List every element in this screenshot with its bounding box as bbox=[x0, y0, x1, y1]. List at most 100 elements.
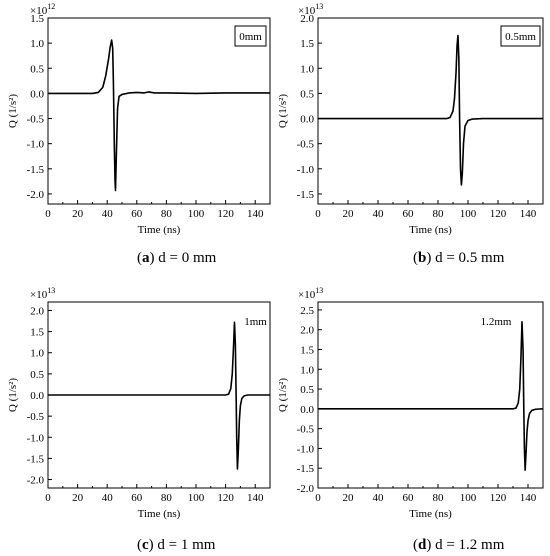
x-axis-label: Time (ns) bbox=[138, 224, 181, 236]
plot-frame bbox=[47, 17, 271, 205]
caption-close: ) bbox=[149, 537, 158, 553]
x-tick-label: 140 bbox=[520, 208, 537, 220]
x-tick-label: 120 bbox=[490, 208, 507, 220]
x-tick-label: 60 bbox=[131, 208, 143, 220]
y-tick-label: 0.5 bbox=[300, 384, 314, 396]
y-tick-label: 1.5 bbox=[30, 13, 44, 25]
x-tick-label: 60 bbox=[131, 492, 143, 504]
x-tick-label: 80 bbox=[161, 208, 173, 220]
x-tick-label: 100 bbox=[460, 208, 477, 220]
y-tick-label: 0.5 bbox=[300, 88, 314, 100]
y-tick-label: 1.0 bbox=[300, 364, 314, 376]
chart-panel-c: 0 20 40 60 80 100 120 140 -2.0 -1.5 -1.0 -0.5 0.0 0.5… bbox=[7, 286, 271, 553]
caption-open: ( bbox=[137, 250, 142, 266]
caption-open: ( bbox=[413, 537, 418, 553]
x-tick-label: 40 bbox=[102, 208, 114, 220]
multiplier-exponent: 12 bbox=[47, 2, 55, 11]
y-tick-label: -1.0 bbox=[27, 139, 45, 151]
x-tick-label: 120 bbox=[217, 208, 234, 220]
y-multiplier: ×1013 bbox=[30, 286, 55, 301]
y-multiplier: ×1012 bbox=[30, 2, 55, 17]
x-tick-label: 140 bbox=[247, 208, 264, 220]
x-tick-label: 60 bbox=[403, 208, 415, 220]
panel-caption: (d) d = 1.2 mm bbox=[413, 537, 505, 553]
y-tick-label: 0.0 bbox=[30, 88, 44, 100]
y-tick-label: -0.5 bbox=[27, 411, 45, 423]
series-line bbox=[48, 321, 270, 470]
x-tick-label: 120 bbox=[217, 492, 234, 504]
caption-close: ) bbox=[426, 537, 435, 553]
y-tick-label: 0.0 bbox=[300, 114, 314, 126]
x-tick-label: 100 bbox=[460, 492, 477, 504]
series-line bbox=[318, 320, 543, 471]
caption-letter: d bbox=[418, 537, 427, 553]
multiplier-base: ×10 bbox=[298, 289, 316, 301]
x-tick-label: 20 bbox=[72, 208, 84, 220]
y-tick-label: 1.0 bbox=[30, 38, 44, 50]
annotation-label: 1.2mm bbox=[481, 316, 512, 328]
panel-caption: (b) d = 0.5 mm bbox=[413, 250, 505, 266]
caption-letter: b bbox=[418, 250, 426, 266]
x-tick-label: 40 bbox=[373, 208, 385, 220]
y-tick-label: 0.0 bbox=[30, 390, 44, 402]
y-tick-label: 0.5 bbox=[30, 63, 44, 75]
y-tick-label: -1.0 bbox=[297, 164, 315, 176]
y-tick-label: -0.5 bbox=[27, 114, 45, 126]
y-tick-label: 1.0 bbox=[30, 348, 44, 360]
x-tick-label: 20 bbox=[343, 208, 355, 220]
caption-open: ( bbox=[413, 250, 418, 266]
y-tick-label: 0.0 bbox=[300, 404, 314, 416]
y-tick-label: -2.0 bbox=[27, 189, 45, 201]
annotation-box bbox=[500, 25, 541, 47]
x-tick-label: 140 bbox=[520, 492, 537, 504]
y-multiplier: ×1013 bbox=[298, 2, 323, 17]
y-axis-label: Q (1/s²) bbox=[277, 94, 289, 128]
multiplier-exponent: 13 bbox=[315, 286, 323, 295]
x-tick-label: 80 bbox=[433, 492, 445, 504]
chart-panel-a: 0 20 40 60 80 100 120 140 -2.0 -1.5 -1.0 -0.5 0.0 0.5… bbox=[7, 2, 271, 266]
annotation-box bbox=[234, 25, 267, 47]
y-axis-label: Q (1/s²) bbox=[277, 378, 289, 412]
y-tick-label: -1.0 bbox=[27, 432, 45, 444]
caption-close: ) bbox=[150, 250, 159, 266]
y-tick-label: -0.5 bbox=[297, 139, 315, 151]
y-tick-label: -1.5 bbox=[297, 189, 315, 201]
y-tick-label: -1.5 bbox=[27, 164, 45, 176]
y-tick-label: 1.5 bbox=[300, 38, 314, 50]
caption-letter: a bbox=[142, 250, 150, 266]
plot-frame bbox=[317, 301, 544, 489]
y-tick-label: -2.0 bbox=[27, 475, 45, 487]
caption-text: d = 0 mm bbox=[158, 250, 216, 266]
y-axis-label: Q (1/s²) bbox=[7, 94, 19, 128]
caption-text: d = 1.2 mm bbox=[435, 537, 505, 553]
y-tick-label: 2.0 bbox=[300, 13, 314, 25]
y-axis-label: Q (1/s²) bbox=[7, 378, 19, 412]
x-tick-label: 20 bbox=[343, 492, 355, 504]
caption-text: d = 1 mm bbox=[157, 537, 215, 553]
chart-panel-b: 0 20 40 60 80 100 120 140 -1.5 -1.0 -0.5 0.0 0.5 1.0 1… bbox=[277, 2, 544, 266]
x-axis-label: Time (ns) bbox=[409, 224, 452, 236]
panel-caption: (a) d = 0 mm bbox=[137, 250, 217, 266]
x-tick-label: 40 bbox=[373, 492, 385, 504]
y-tick-label: 1.5 bbox=[300, 344, 314, 356]
y-tick-label: 2.0 bbox=[30, 305, 44, 317]
x-tick-label: 0 bbox=[315, 492, 321, 504]
caption-text: d = 0.5 mm bbox=[435, 250, 505, 266]
y-tick-label: -1.5 bbox=[27, 453, 45, 465]
caption-letter: c bbox=[142, 537, 149, 553]
x-axis-label: Time (ns) bbox=[409, 508, 452, 520]
y-tick-label: -1.5 bbox=[297, 463, 315, 475]
x-tick-label: 0 bbox=[45, 492, 51, 504]
caption-open: ( bbox=[137, 537, 142, 553]
y-tick-label: -2.0 bbox=[297, 483, 315, 495]
chart-panel-d: 0 20 40 60 80 100 120 140 -2.0 -1.5 -1.0 -0.5 0.0 0.5… bbox=[277, 286, 544, 553]
y-tick-label: -0.5 bbox=[297, 424, 315, 436]
panel-caption: (c) d = 1 mm bbox=[137, 537, 216, 553]
multiplier-base: ×10 bbox=[30, 5, 48, 17]
multiplier-exponent: 13 bbox=[47, 286, 55, 295]
annotation-label: 0mm bbox=[239, 31, 262, 43]
annotation-label: 1mm bbox=[244, 316, 267, 328]
y-tick-label: -1.0 bbox=[297, 443, 315, 455]
x-tick-label: 40 bbox=[102, 492, 114, 504]
